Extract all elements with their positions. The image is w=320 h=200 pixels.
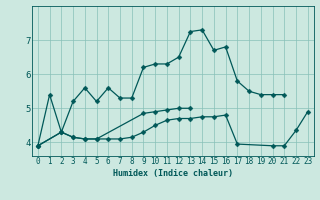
X-axis label: Humidex (Indice chaleur): Humidex (Indice chaleur): [113, 169, 233, 178]
